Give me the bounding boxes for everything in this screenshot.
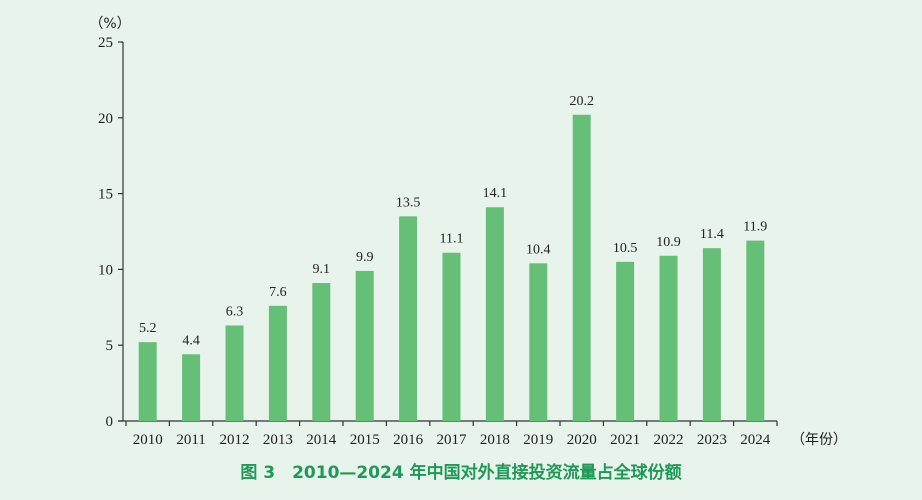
bar-value-label: 11.4 [700,227,724,242]
bar [529,263,548,421]
bar-value-label: 10.4 [526,242,551,257]
x-tick-label: 2011 [176,432,205,448]
x-tick-label: 2014 [306,432,337,448]
y-axis: 0 5 10 15 20 25 （%） [89,16,130,430]
bar-value-label: 10.5 [613,241,638,256]
bar-value-label: 7.6 [269,285,287,300]
bar [138,342,157,421]
y-tick-label: 20 [98,111,113,127]
bar [659,255,678,421]
bar [399,216,418,421]
bar [312,283,331,421]
bar [225,325,244,421]
x-tick-label: 2015 [350,432,380,448]
x-axis: 2010 2011 2012 2013 2014 2015 2016 2017 2018 2019… [118,420,847,448]
y-tick-label: 5 [106,338,114,354]
x-axis-unit: （年份） [791,432,847,448]
bar [702,248,721,421]
figure-caption: 图 3 2010—2024 年中国对外直接投资流量占全球份额 [240,463,682,483]
x-tick-label: 2013 [263,432,293,448]
x-tick-label: 2019 [523,432,553,448]
x-tick-label: 2016 [393,432,424,448]
bars: 5.2 4.4 6.3 7.6 9.1 9.9 13.5 11.1 14.1 10.4 20.2 10… [138,94,767,421]
x-tick-label: 2024 [740,432,771,448]
bar-value-label: 14.1 [483,186,508,201]
bar-value-label: 11.9 [743,220,767,235]
bar-value-label: 13.5 [396,195,421,210]
x-tick-label: 2022 [654,432,684,448]
y-tick-label: 0 [106,414,114,430]
bar-value-label: 6.3 [226,304,244,319]
bar-value-label: 4.4 [182,333,200,348]
bar [572,114,591,421]
x-tick-label: 2023 [697,432,727,448]
x-tick-label: 2020 [567,432,597,448]
y-tick-label: 15 [98,187,113,203]
x-tick-label: 2018 [480,432,510,448]
bar [616,261,635,421]
bar-value-label: 10.9 [656,235,681,250]
bar-value-label: 9.9 [356,250,374,265]
x-tick-label: 2010 [133,432,163,448]
bar-value-label: 11.1 [440,232,464,247]
bar [442,252,461,421]
x-tick-label: 2021 [610,432,640,448]
bar-value-label: 20.2 [569,94,594,109]
bar [355,270,374,421]
x-tick-label: 2017 [437,432,468,448]
bar-value-label: 5.2 [139,321,157,336]
y-tick-label: 25 [98,35,113,51]
bar [485,207,504,421]
bar [268,305,287,421]
y-tick-label: 10 [98,262,113,278]
y-axis-unit: （%） [89,16,130,32]
x-tick-label: 2012 [220,432,250,448]
bar [746,240,765,421]
bar-value-label: 9.1 [313,262,331,277]
bar [182,354,201,421]
